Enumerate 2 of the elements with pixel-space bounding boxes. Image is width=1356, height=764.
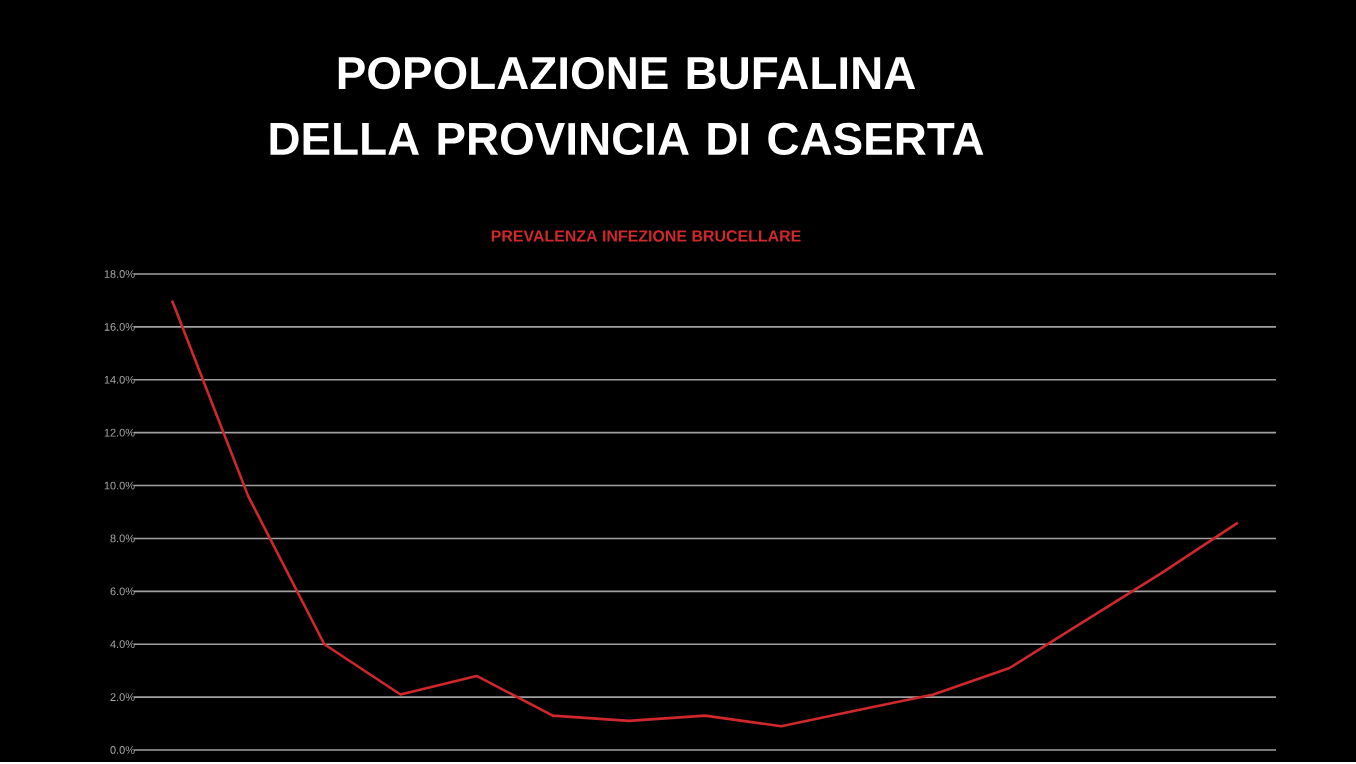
chart-title: POPOLAZIONE BUFALINA DELLA PROVINCIA DI CASERTA (270, 57, 984, 156)
line-series (170, 299, 1240, 728)
